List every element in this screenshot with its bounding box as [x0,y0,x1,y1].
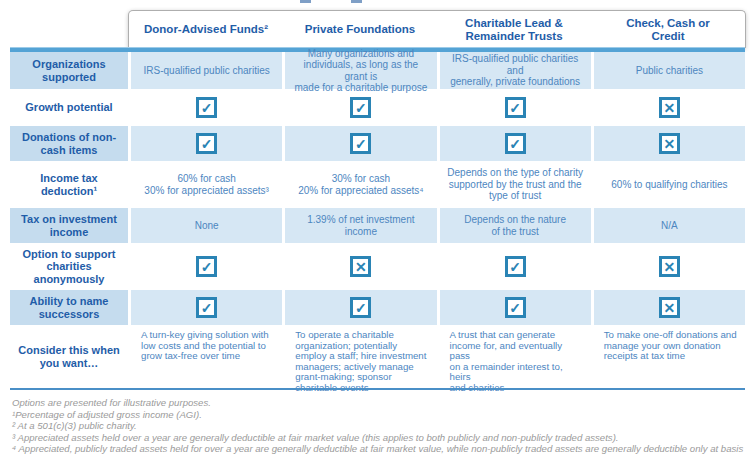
table-row-tax-on-investment-income: Tax on investment income None 1.39% of n… [10,208,745,243]
table-cell: A trust that can generate income for, an… [437,325,591,388]
row-label: Option to support charities anonymously [10,243,128,290]
table-cell [437,243,591,290]
column-header-check-cash-credit: Check, Cash or Credit [591,11,745,48]
table-row-organizations-supported: Organizations supported IRS-qualified pu… [10,52,745,89]
table-bottom-rule [10,388,745,390]
table-cell [282,290,436,325]
table-cell: None [128,208,282,243]
table-cell [128,89,282,126]
table-row-donations-non-cash: Donations of non- cash items [10,126,745,161]
footnote-line: ⁴ Appreciated, publicly traded assets he… [12,443,742,455]
row-label: Tax on investment income [10,208,128,243]
cropped-title-fragment [300,0,311,3]
table-cell: 60% for cash 30% for appreciated assets³ [128,161,282,208]
table-cell: To operate a charitable organization; po… [282,325,436,388]
row-label: Income tax deduction¹ [10,161,128,208]
table-cell: IRS-qualified public charities [128,52,282,89]
table-cell [591,243,745,290]
check-icon [505,97,526,118]
footnote-line: ² At a 501(c)(3) public charity. [12,420,742,432]
table-cell [591,89,745,126]
table-cell: 1.39% of net investment income [282,208,436,243]
footnote-line: ³ Appreciated assets held over a year ar… [12,432,742,444]
table-cell: N/A [591,208,745,243]
table-cell [437,290,591,325]
table-cell: Depends on the type of charity supported… [437,161,591,208]
check-icon [196,297,217,318]
column-header-charitable-trusts: Charitable Lead & Remainder Trusts [437,11,591,48]
table-row-consider-this: Consider this when you want… A turn-key … [10,325,745,388]
x-icon [659,297,680,318]
check-icon [350,97,371,118]
check-icon [505,133,526,154]
row-label: Ability to name successors [10,290,128,325]
check-icon [196,97,217,118]
check-icon [505,297,526,318]
table-cell [128,126,282,161]
footnote-line: ¹Percentage of adjusted gross income (AG… [12,409,742,421]
x-icon [659,256,680,277]
x-icon [659,97,680,118]
table-cell [591,290,745,325]
table-row-income-tax-deduction: Income tax deduction¹ 60% for cash 30% f… [10,161,745,208]
footnotes: Options are presented for illustrative p… [12,397,742,455]
column-header-box: Donor-Advised Funds² Private Foundations… [128,10,746,48]
table-row-growth-potential: Growth potential [10,89,745,126]
row-label: Organizations supported [10,52,128,89]
check-icon [196,133,217,154]
table-cell: Depends on the nature of the trust [437,208,591,243]
table-row-name-successors: Ability to name successors [10,290,745,325]
table-cell: Many organizations and individuals, as l… [282,52,436,89]
table-cell [282,243,436,290]
table-cell: To make one-off donations and manage you… [591,325,745,388]
table-cell: IRS-qualified public charities and gener… [437,52,591,89]
column-header-private-foundations: Private Foundations [283,11,437,48]
x-icon [350,256,371,277]
row-label: Donations of non- cash items [10,126,128,161]
table-cell [128,243,282,290]
table-cell: 30% for cash 20% for appreciated assets⁴ [282,161,436,208]
table-cell [437,126,591,161]
row-label: Consider this when you want… [10,325,128,388]
table-cell [128,290,282,325]
x-icon [659,133,680,154]
table-cell: 60% to qualifying charities [591,161,745,208]
table-cell [282,126,436,161]
check-icon [505,256,526,277]
comparison-table: Organizations supported IRS-qualified pu… [10,52,745,388]
column-header-donor-advised-funds: Donor-Advised Funds² [129,11,283,48]
check-icon [196,256,217,277]
footnote-line: Options are presented for illustrative p… [12,397,742,409]
table-cell [591,126,745,161]
check-icon [350,133,371,154]
table-cell: Public charities [591,52,745,89]
table-row-support-anonymously: Option to support charities anonymously [10,243,745,290]
row-label: Growth potential [10,89,128,126]
table-cell [282,89,436,126]
table-cell: A turn-key giving solution with low cost… [128,325,282,388]
check-icon [350,297,371,318]
cropped-title-fragment [351,0,362,3]
table-cell [437,89,591,126]
